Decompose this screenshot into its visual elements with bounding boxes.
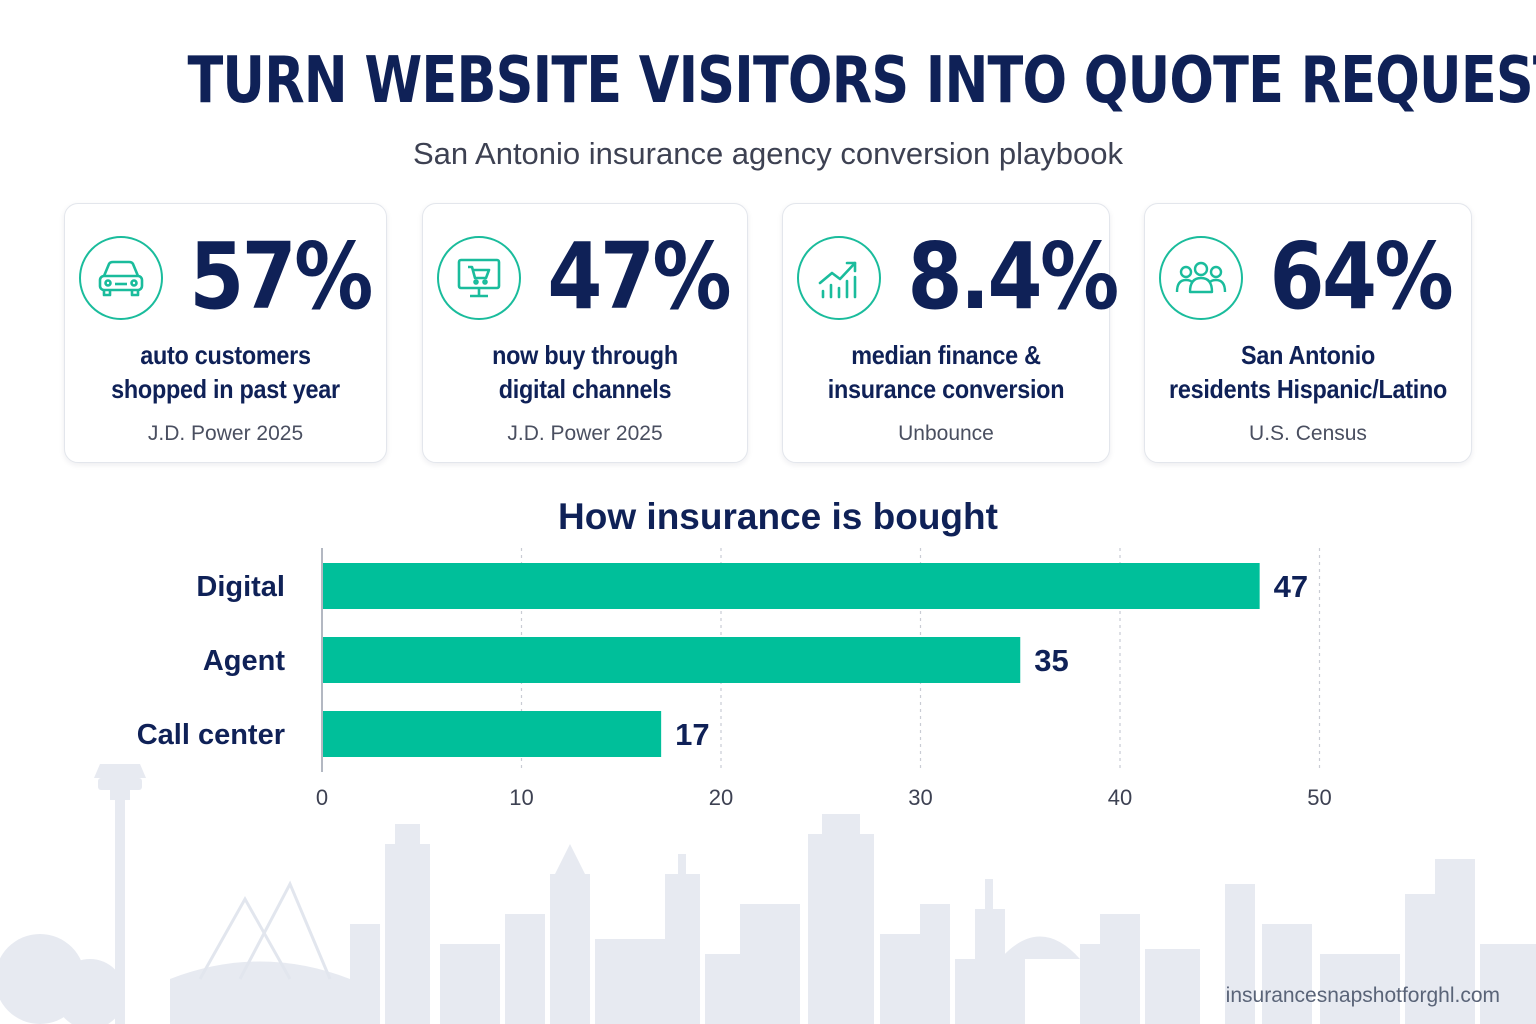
stat-card-auto-shoppers: 57% auto customers shopped in past year …	[64, 203, 387, 463]
stat-description: San Antonio residents Hispanic/Latino	[1168, 340, 1448, 404]
stat-source: Unbounce	[898, 422, 994, 445]
san-antonio-skyline-illustration	[0, 764, 1536, 1024]
category-label: Digital	[196, 571, 285, 603]
stat-card-conversion-rate: 8.4% median finance & insurance conversi…	[782, 203, 1120, 463]
x-tick-label: 50	[1307, 785, 1331, 810]
x-tick-label: 20	[709, 785, 733, 810]
stat-value: 64%	[1269, 223, 1454, 330]
stat-card-hispanic-residents: 64% San Antonio residents Hispanic/Latin…	[1144, 203, 1472, 463]
stat-card-digital-buyers: 47% now buy through digital channels J.D…	[422, 203, 748, 463]
stat-value: 57%	[189, 223, 373, 330]
stat-description: now buy through digital channels	[492, 340, 678, 404]
data-label: 47	[1274, 569, 1308, 604]
shopping-cart-monitor-icon	[437, 236, 521, 320]
footer-url: insurancesnapshotforghl.com	[1225, 984, 1500, 1007]
bar	[323, 711, 662, 757]
x-tick-label: 30	[908, 785, 932, 810]
people-group-icon	[1159, 236, 1243, 320]
x-tick-label: 10	[509, 785, 533, 810]
stat-value: 47%	[547, 223, 731, 330]
x-tick-label: 40	[1108, 785, 1132, 810]
page-subtitle: San Antonio insurance agency conversion …	[412, 136, 1124, 171]
stat-description: median finance & insurance conversion	[827, 340, 1065, 404]
data-label: 17	[675, 717, 709, 752]
stat-value: 8.4%	[907, 223, 1120, 330]
chart-title: How insurance is bought	[558, 496, 998, 537]
bar-chart: 0 10 20 30 40 50 Digital 47 Agent 35 Call center 17	[137, 548, 1332, 810]
category-label: Call center	[137, 719, 285, 751]
growth-chart-icon	[797, 236, 881, 320]
stat-source: U.S. Census	[1249, 422, 1367, 445]
stat-source: J.D. Power 2025	[507, 422, 663, 445]
page-title: TURN WEBSITE VISITORS INTO QUOTE REQUEST…	[187, 44, 1536, 118]
car-icon	[79, 236, 163, 320]
data-label: 35	[1034, 643, 1068, 678]
bar	[323, 637, 1021, 683]
stat-description: auto customers shopped in past year	[111, 340, 340, 404]
x-tick-label: 0	[316, 785, 328, 810]
category-label: Agent	[203, 645, 286, 677]
stat-source: J.D. Power 2025	[147, 422, 304, 445]
bar	[323, 563, 1260, 609]
